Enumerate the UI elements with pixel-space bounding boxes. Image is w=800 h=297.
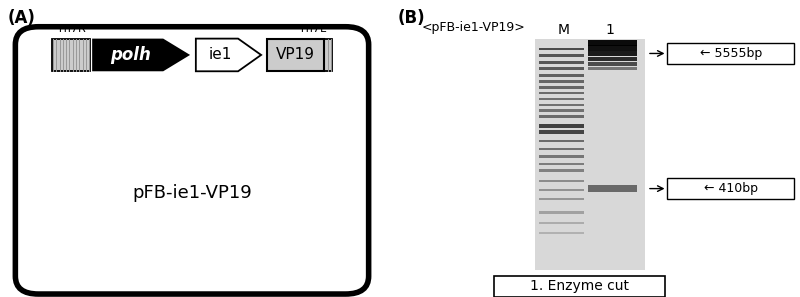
Text: Tn7L: Tn7L	[299, 24, 326, 34]
Text: Tn7R: Tn7R	[57, 24, 86, 34]
Bar	[539, 156, 584, 158]
Bar	[539, 198, 584, 200]
Bar	[539, 130, 584, 134]
Bar	[539, 80, 584, 83]
Text: 1. Enzyme cut: 1. Enzyme cut	[530, 279, 629, 293]
Text: 1: 1	[606, 23, 614, 37]
Bar	[539, 169, 584, 172]
Bar	[588, 51, 637, 56]
Bar	[267, 39, 325, 71]
FancyArrow shape	[92, 39, 190, 71]
Bar	[539, 124, 584, 128]
Bar	[539, 222, 584, 224]
Text: M: M	[558, 23, 570, 37]
Bar	[539, 61, 584, 64]
Bar	[539, 103, 584, 106]
Bar	[588, 67, 637, 70]
Bar	[539, 211, 584, 214]
Bar	[539, 109, 584, 112]
Bar	[588, 40, 637, 46]
Text: polh: polh	[110, 46, 151, 64]
Bar	[539, 115, 584, 118]
FancyBboxPatch shape	[667, 178, 794, 199]
Bar	[539, 162, 584, 165]
FancyBboxPatch shape	[667, 43, 794, 64]
Bar	[588, 62, 637, 66]
Bar	[539, 232, 584, 234]
Text: VP19: VP19	[276, 48, 315, 62]
Bar	[539, 97, 584, 100]
Bar	[588, 45, 637, 51]
Text: (A): (A)	[8, 9, 35, 27]
Bar	[534, 39, 645, 270]
Text: ie1: ie1	[209, 48, 233, 62]
Text: pFB-ie1-VP19: pFB-ie1-VP19	[132, 184, 252, 202]
Bar	[52, 39, 90, 71]
Bar	[539, 54, 584, 57]
Bar	[539, 74, 584, 77]
Text: ← 410bp: ← 410bp	[704, 182, 758, 195]
Bar	[294, 39, 332, 71]
Bar	[539, 86, 584, 89]
Bar	[539, 180, 584, 182]
Text: ← 5555bp: ← 5555bp	[699, 47, 762, 60]
Text: <pFB-ie1-VP19>: <pFB-ie1-VP19>	[422, 21, 526, 34]
FancyArrow shape	[196, 39, 261, 71]
Bar	[539, 67, 584, 70]
Text: (B): (B)	[398, 9, 426, 27]
Bar	[539, 140, 584, 143]
Bar	[588, 57, 637, 61]
Bar	[539, 148, 584, 150]
FancyBboxPatch shape	[15, 27, 369, 294]
Bar	[539, 189, 584, 191]
Bar	[539, 48, 584, 50]
FancyBboxPatch shape	[494, 276, 666, 297]
Bar	[588, 185, 637, 192]
Bar	[539, 91, 584, 94]
